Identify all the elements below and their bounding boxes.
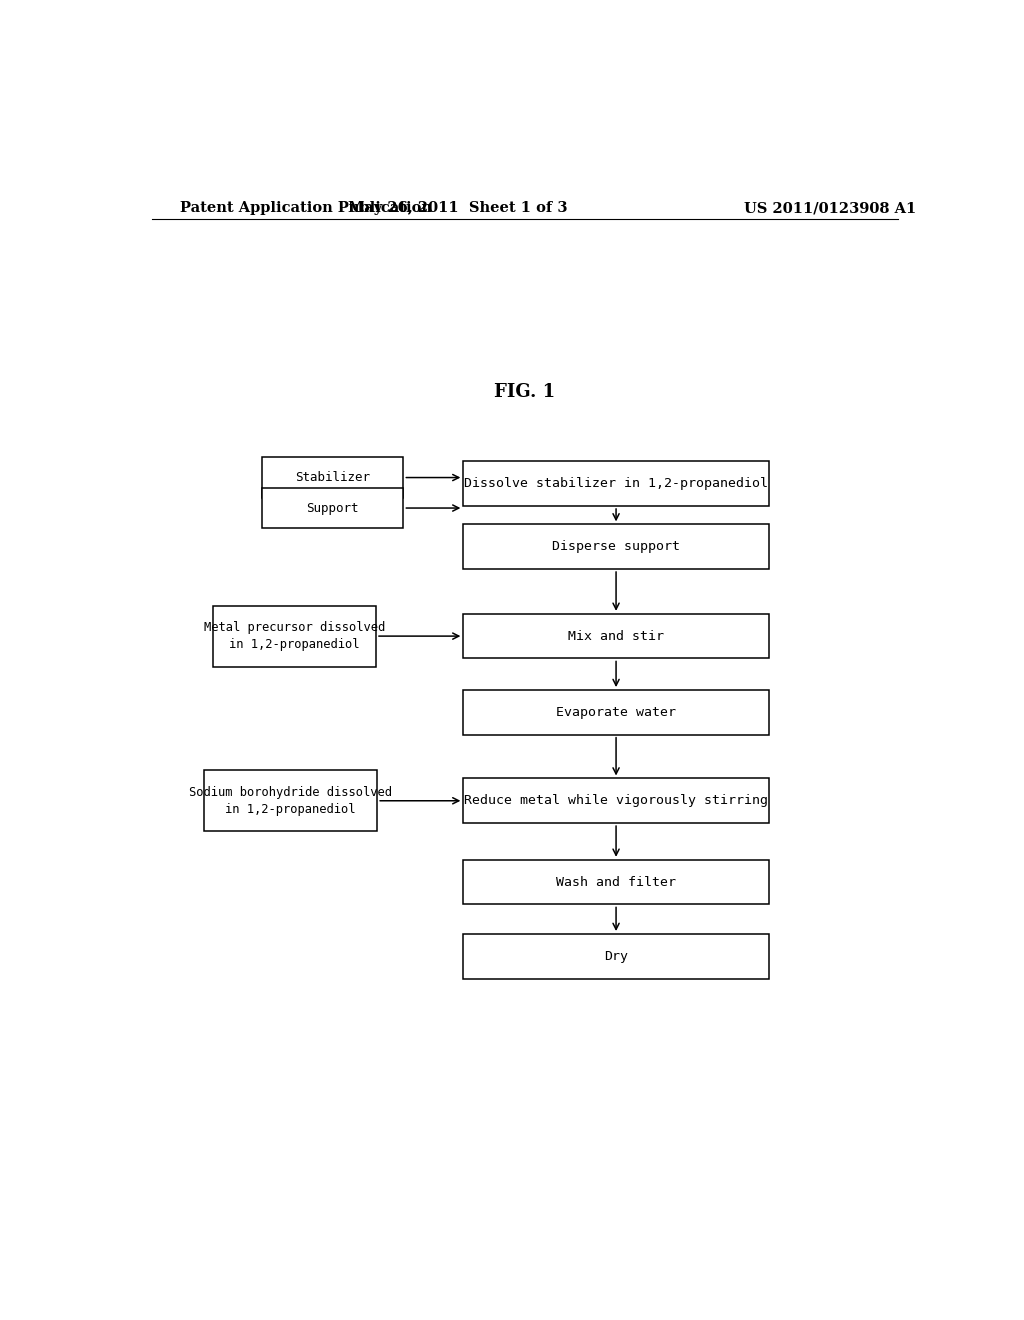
FancyBboxPatch shape: [463, 461, 769, 506]
FancyBboxPatch shape: [204, 771, 377, 832]
FancyBboxPatch shape: [463, 524, 769, 569]
Text: Evaporate water: Evaporate water: [556, 706, 676, 719]
Text: Reduce metal while vigorously stirring: Reduce metal while vigorously stirring: [464, 795, 768, 808]
Text: May 26, 2011  Sheet 1 of 3: May 26, 2011 Sheet 1 of 3: [347, 201, 567, 215]
FancyBboxPatch shape: [213, 606, 376, 667]
Text: Dissolve stabilizer in 1,2-propanediol: Dissolve stabilizer in 1,2-propanediol: [464, 477, 768, 490]
FancyBboxPatch shape: [463, 779, 769, 824]
Text: Dry: Dry: [604, 950, 628, 962]
Text: Metal precursor dissolved
in 1,2-propanediol: Metal precursor dissolved in 1,2-propane…: [204, 622, 385, 651]
Text: Sodium borohydride dissolved
in 1,2-propanediol: Sodium borohydride dissolved in 1,2-prop…: [189, 785, 392, 816]
FancyBboxPatch shape: [262, 457, 403, 498]
FancyBboxPatch shape: [262, 487, 403, 528]
Text: Patent Application Publication: Patent Application Publication: [179, 201, 431, 215]
Text: US 2011/0123908 A1: US 2011/0123908 A1: [744, 201, 916, 215]
Text: Support: Support: [306, 502, 359, 515]
Text: Mix and stir: Mix and stir: [568, 630, 665, 643]
Text: Stabilizer: Stabilizer: [295, 471, 371, 484]
FancyBboxPatch shape: [463, 935, 769, 978]
Text: FIG. 1: FIG. 1: [495, 383, 555, 401]
FancyBboxPatch shape: [463, 690, 769, 735]
FancyBboxPatch shape: [463, 859, 769, 904]
Text: Wash and filter: Wash and filter: [556, 875, 676, 888]
FancyBboxPatch shape: [463, 614, 769, 659]
Text: Disperse support: Disperse support: [552, 540, 680, 553]
